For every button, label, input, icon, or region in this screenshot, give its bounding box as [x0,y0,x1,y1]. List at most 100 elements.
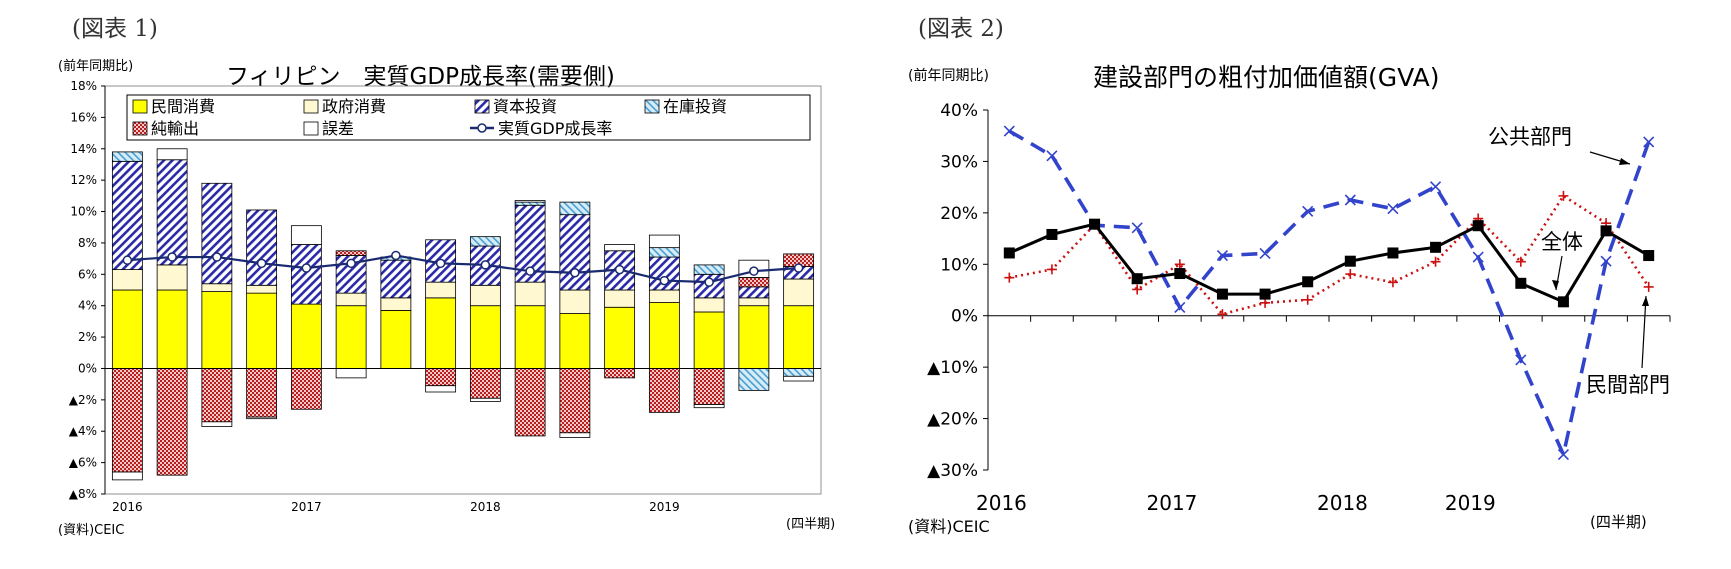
series-point-public [1515,354,1527,366]
bar-segment-inventory [469,236,501,247]
series-point-public [1472,251,1484,263]
chart1-x-unit: (四半期) [786,517,835,532]
chart2-series-lines [1003,125,1655,461]
chart1-y-tick-label: 14% [70,142,97,156]
bar-segment-net-exports [693,368,725,405]
legend-item-government: 政府消費 [303,97,386,116]
series-point-private [1643,281,1654,292]
series-point-total [1515,277,1527,289]
chart1-y-tick-label: ▲4% [69,424,97,438]
bar-segment-net-exports [290,368,322,410]
series-point-private [1387,277,1398,288]
bar-segment-private [425,297,457,369]
annotation-label-public: 公共部門 [1488,125,1572,149]
gdp-growth-point [435,258,446,269]
bar-segment-government [111,269,143,291]
series-point-private [1302,294,1313,305]
chart2-x-labels: 2016 2017 2018 2019 [976,491,1496,515]
bar-segment-net-exports [738,277,770,288]
chart1-x-year-label: 2018 [470,500,501,514]
legend-item-net-exports: 純輸出 [132,119,199,138]
series-point-private [1515,256,1526,267]
bar-segment-government [469,284,501,307]
series-point-total [1046,228,1058,240]
bar-segment-inventory [738,368,770,391]
bar-segment-capital [738,286,770,299]
bar-segment-private [246,292,278,369]
legend-frame [126,94,811,141]
chart-gdp-demand-side: (図表 1) (前年同期比) フィリピン 実質GDP成長率(需要側) ▲8%▲6… [58,16,835,538]
series-point-private [1558,190,1569,201]
bar-segment-inventory [111,151,143,162]
chart2-x-year-label: 2018 [1317,491,1368,515]
chart1-source: (資料)CEIC [58,523,124,538]
gdp-growth-point [212,252,222,262]
series-point-private [1004,272,1015,283]
bar-segment-discrepancy [648,234,680,249]
legend-swatch-discrepancy [303,121,319,136]
chart1-y-tick-label: 2% [78,330,97,344]
bar-segment-government [693,297,725,313]
series-point-total [1302,276,1314,288]
bar-segment-net-exports [201,368,233,423]
chart2-x-year-label: 2019 [1445,491,1496,515]
bar-segment-net-exports [156,368,188,476]
bar-segment-capital [246,209,278,286]
gdp-growth-line [127,254,799,284]
gdp-growth-point [659,275,670,286]
legend-item-capital: 資本投資 [474,97,557,116]
bar-segment-net-exports [111,368,143,473]
legend-swatch-net-exports [132,121,148,136]
bar-segment-net-exports [559,368,591,434]
annotation-arrowhead-total [1552,280,1559,290]
gdp-growth-point [570,267,580,278]
chart1-y-tick-label: 8% [78,236,97,250]
series-point-public [1003,125,1015,137]
chart2-ylabel: (前年同期比) [908,67,989,84]
annotation-label-total: 全体 [1541,230,1583,254]
chart2-y-tick-label: 30% [940,152,978,172]
series-point-private [1430,256,1441,267]
bar-segment-discrepancy [559,432,591,438]
chart1-ylabel: (前年同期比) [58,58,133,74]
chart2-y-tick-label: 40% [940,101,978,121]
series-point-public [1557,449,1570,461]
bar-segment-discrepancy [514,200,546,203]
bar-segment-capital [156,159,188,266]
bar-segment-government [201,283,233,292]
series-point-total [1472,220,1484,232]
bar-segment-capital [201,182,233,285]
bar-segment-private [604,306,636,369]
series-line-private [1009,194,1650,316]
chart2-source: (資料)CEIC [908,517,990,536]
bar-segment-private [290,303,322,369]
gdp-growth-point [122,255,133,265]
bar-segment-inventory [783,368,815,377]
bar-segment-private [156,289,188,369]
legend-item-private: 民間消費 [132,97,215,116]
chart1-x-year-label: 2019 [649,500,680,514]
legend-swatch-inventory [644,99,660,114]
series-point-public [1259,247,1271,260]
bar-segment-government [783,278,815,307]
chart1-y-tick-label: 18% [70,79,97,93]
chart2-y-tick-label: ▲10% [927,358,978,378]
bar-segment-private [335,305,367,369]
chart2-y-tick-label: ▲20% [927,410,978,430]
bar-segment-government [246,284,278,294]
bar-segment-government [514,281,546,307]
series-line-public [1008,129,1651,461]
legend-label-discrepancy: 誤差 [322,119,354,138]
series-point-public [1174,301,1186,314]
chart-construction-gva: (図表 2) (前年同期比) 建設部門の粗付加価値額(GVA) ▲30% ▲20%… [908,16,1671,536]
bar-segment-government [738,297,770,307]
chart1-x-year-label: 2016 [112,500,143,514]
series-line-total [1008,222,1650,304]
bar-segment-government [604,289,636,308]
bar-segment-private [201,291,233,369]
series-point-public [1131,222,1143,234]
gdp-growth-point [391,250,401,261]
legend-swatch-private [132,99,148,114]
chart2-y-ticks: ▲30% ▲20% ▲10% 0% 10% 20% 30% 40% [927,101,988,481]
bar-segment-inventory [693,264,725,275]
